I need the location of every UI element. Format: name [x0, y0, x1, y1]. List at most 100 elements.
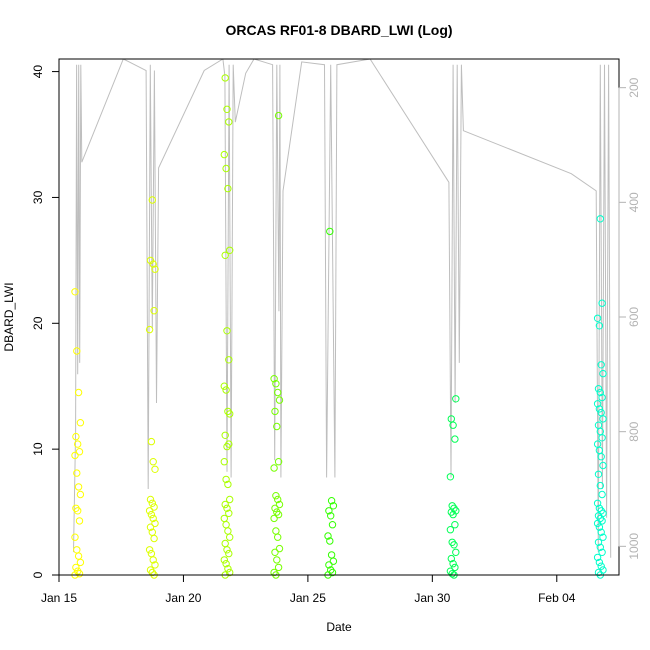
data-point: [225, 440, 233, 448]
right-y-tick-label: 400: [627, 192, 641, 212]
data-point: [274, 563, 283, 572]
data-point: [596, 388, 604, 397]
data-point: [326, 227, 334, 236]
data-point: [270, 375, 278, 383]
data-point: [147, 437, 156, 446]
data-point: [74, 483, 83, 491]
data-point: [71, 451, 79, 460]
data-point: [273, 422, 281, 431]
data-point: [324, 532, 332, 540]
y-tick-label: 10: [31, 442, 45, 456]
data-point: [226, 246, 234, 255]
data-point: [327, 512, 335, 520]
data-point: [274, 510, 283, 519]
data-point: [76, 490, 85, 499]
data-point: [595, 405, 604, 413]
data-point: [145, 325, 154, 334]
data-point: [225, 509, 233, 517]
x-tick-label: Jan 25: [290, 591, 326, 605]
data-point: [595, 446, 604, 455]
data-point: [147, 549, 156, 558]
data-point: [271, 407, 279, 416]
data-point: [73, 469, 81, 477]
data-point: [222, 386, 230, 394]
data-point: [226, 410, 234, 418]
data-point: [596, 481, 604, 490]
data-point: [329, 502, 338, 510]
data-point: [73, 546, 81, 554]
data-point: [220, 514, 229, 523]
data-point: [151, 265, 159, 273]
chart-title: ORCAS RF01-8 DBARD_LWI (Log): [225, 22, 452, 38]
data-point: [446, 526, 455, 534]
data-point: [450, 541, 458, 549]
x-tick-label: Feb 04: [538, 591, 576, 605]
x-tick-label: Jan 20: [165, 591, 201, 605]
data-point: [75, 570, 84, 578]
data-point: [274, 388, 282, 397]
data-points: [71, 74, 607, 579]
data-point: [449, 510, 457, 519]
data-point: [446, 473, 455, 481]
data-point: [225, 549, 233, 558]
data-point: [598, 299, 606, 307]
pressure-trace: [73, 59, 612, 558]
data-point: [274, 495, 282, 504]
data-point: [593, 499, 602, 507]
data-point: [598, 490, 606, 499]
data-point: [147, 510, 156, 519]
data-point: [220, 458, 229, 466]
data-point: [599, 461, 607, 470]
y-tick-label: 30: [31, 190, 45, 204]
data-point: [593, 519, 602, 528]
data-point: [75, 517, 84, 525]
data-point: [222, 164, 230, 173]
data-point: [149, 556, 157, 564]
data-point: [595, 558, 604, 567]
y-tick-label: 40: [31, 65, 45, 79]
data-point: [451, 435, 459, 443]
data-point: [599, 415, 607, 423]
data-point: [597, 562, 605, 570]
data-point: [150, 503, 158, 511]
data-point: [271, 548, 279, 556]
data-point: [72, 432, 80, 441]
data-point: [220, 150, 229, 159]
data-point: [597, 361, 605, 369]
data-point: [273, 556, 281, 564]
data-point: [449, 421, 457, 429]
right-y-tick-label: 600: [627, 307, 641, 327]
data-point: [224, 184, 232, 193]
data-point: [274, 533, 282, 541]
data-point: [223, 546, 231, 554]
data-point: [222, 560, 230, 568]
data-point: [222, 521, 230, 529]
data-point: [594, 470, 603, 478]
data-point: [148, 196, 157, 204]
data-point: [73, 347, 81, 355]
data-point: [222, 475, 230, 484]
data-point: [596, 543, 604, 551]
data-point: [451, 521, 459, 529]
data-point: [71, 533, 79, 541]
data-point: [275, 396, 284, 404]
pressure-line: [73, 59, 612, 558]
x-axis: Jan 15 Jan 20 Jan 25 Jan 30 Feb 04: [41, 574, 576, 605]
data-point: [146, 523, 155, 531]
data-point: [226, 495, 234, 504]
data-point: [326, 537, 334, 545]
data-point: [149, 458, 157, 466]
data-point: [329, 557, 338, 565]
data-point: [225, 118, 233, 126]
data-point: [220, 382, 229, 390]
x-tick-label: Jan 15: [41, 591, 77, 605]
data-point: [597, 528, 605, 536]
data-point: [325, 507, 333, 515]
right-y-tick-label: 200: [627, 77, 641, 97]
data-point: [74, 440, 82, 448]
data-point: [275, 500, 284, 509]
data-point: [270, 464, 278, 472]
data-point: [71, 288, 79, 296]
data-point: [272, 527, 280, 535]
